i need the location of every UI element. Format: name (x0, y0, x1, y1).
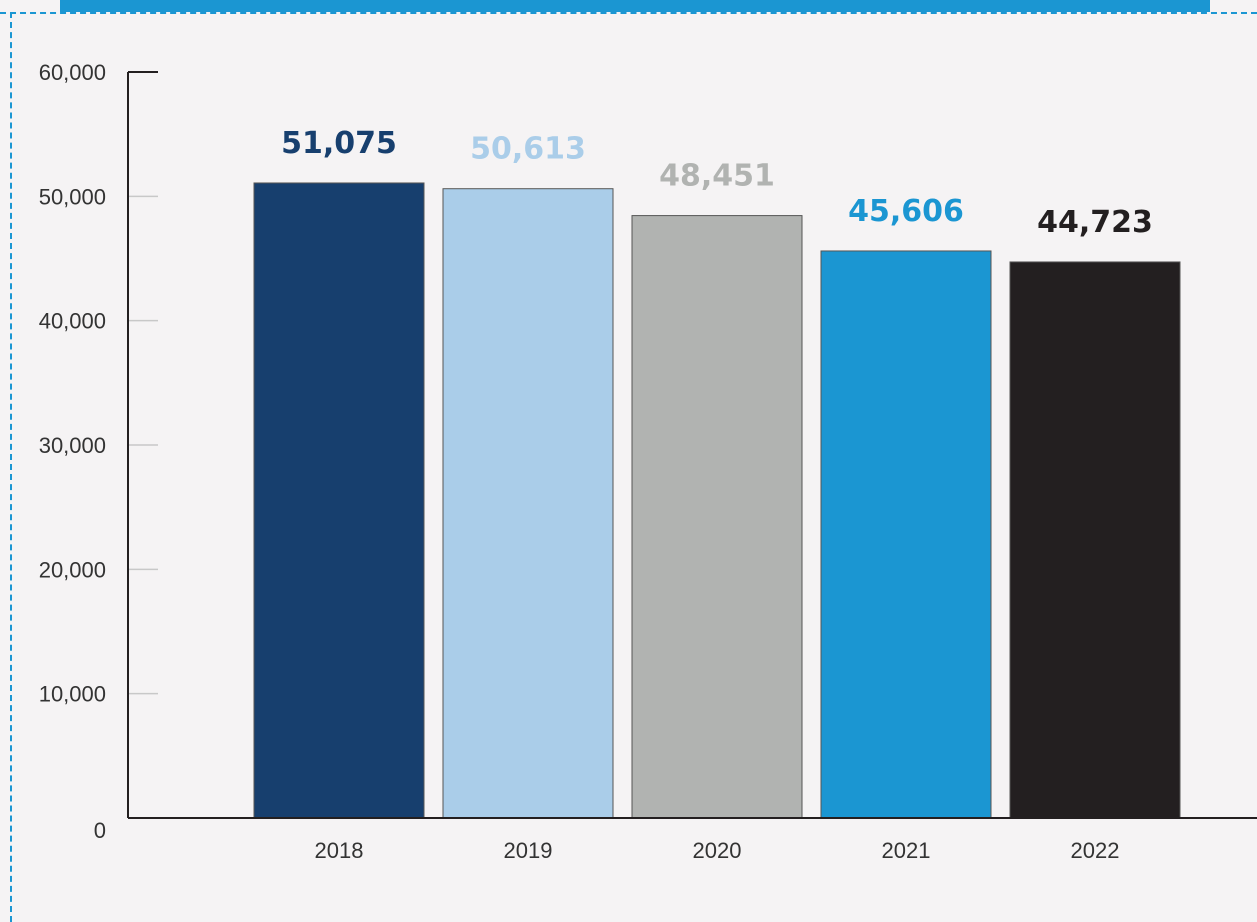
x-axis-category-labels: 2018 2019 2020 2021 2022 (315, 838, 1120, 863)
x-category-label: 2019 (504, 838, 553, 863)
y-tick-label: 50,000 (39, 184, 106, 209)
bar-value-label: 44,723 (1037, 205, 1153, 240)
bar-value-label: 45,606 (848, 194, 964, 229)
frame-left-border (10, 12, 12, 922)
bar-2018 (253, 182, 425, 819)
x-category-label: 2021 (882, 838, 931, 863)
x-category-label: 2020 (693, 838, 742, 863)
frame-top-border (0, 12, 1257, 14)
y-tick-label: 0 (94, 818, 106, 843)
bar-2020 (631, 215, 803, 819)
y-tick-label: 30,000 (39, 433, 106, 458)
bars (253, 182, 1181, 819)
bar-value-labels: 51,075 50,613 48,451 45,606 44,723 (281, 126, 1153, 240)
bar-value-label: 50,613 (470, 132, 586, 167)
y-tick-label: 10,000 (39, 682, 106, 707)
x-category-label: 2018 (315, 838, 364, 863)
bar-value-label: 51,075 (281, 126, 397, 161)
y-tick-label: 60,000 (39, 60, 106, 85)
bar-2019 (442, 188, 614, 819)
bar-2021 (820, 250, 992, 819)
header-accent-band (60, 0, 1210, 12)
bar-2022 (1009, 261, 1181, 819)
x-category-label: 2022 (1071, 838, 1120, 863)
y-tick-label: 40,000 (39, 309, 106, 334)
y-axis-tick-labels: 0 10,000 20,000 30,000 40,000 50,000 60,000 (39, 60, 106, 843)
y-axis-ticks (128, 195, 158, 695)
bar-value-label: 48,451 (659, 159, 775, 194)
y-tick-label: 20,000 (39, 557, 106, 582)
